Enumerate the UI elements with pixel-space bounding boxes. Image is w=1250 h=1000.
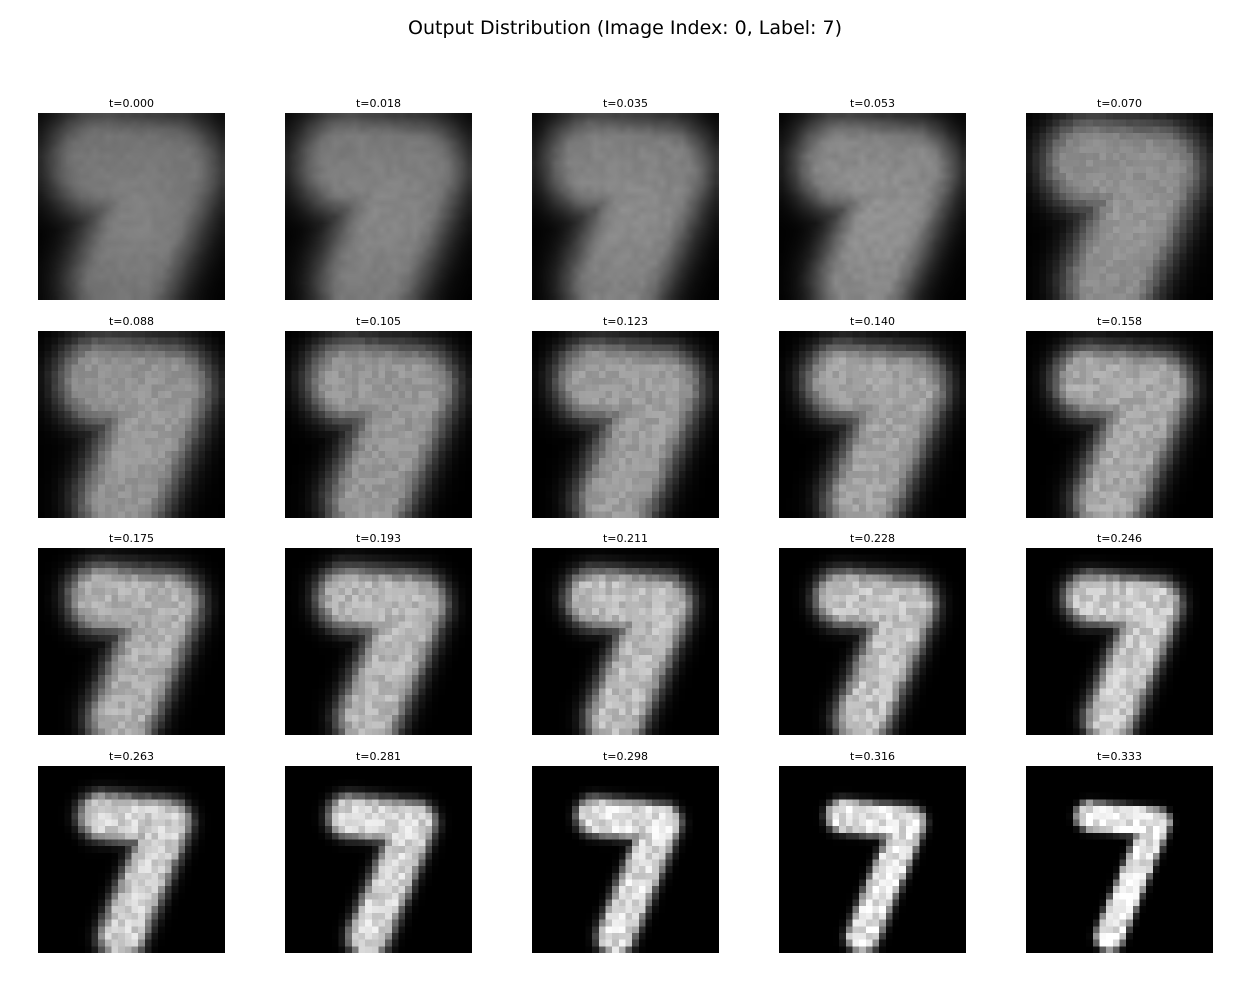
panel-title: t=0.263 <box>108 750 155 763</box>
panel-title: t=0.175 <box>108 532 155 545</box>
digit-image <box>285 766 472 953</box>
panel-title: t=0.070 <box>1096 97 1143 110</box>
panel-title: t=0.158 <box>1096 315 1143 328</box>
digit-image <box>38 766 225 953</box>
digit-image <box>532 548 719 735</box>
panel-title: t=0.228 <box>849 532 896 545</box>
digit-image <box>1026 766 1213 953</box>
panel-title: t=0.316 <box>849 750 896 763</box>
panel-title: t=0.035 <box>602 97 649 110</box>
digit-image <box>285 113 472 300</box>
digit-image <box>532 331 719 518</box>
panel-title: t=0.088 <box>108 315 155 328</box>
panel-title: t=0.018 <box>355 97 402 110</box>
digit-image <box>779 548 966 735</box>
digit-image <box>779 331 966 518</box>
digit-image <box>285 331 472 518</box>
panel-title: t=0.000 <box>108 97 155 110</box>
digit-image <box>1026 113 1213 300</box>
digit-image <box>1026 548 1213 735</box>
digit-image <box>532 113 719 300</box>
panel-title: t=0.140 <box>849 315 896 328</box>
panel-title: t=0.211 <box>602 532 649 545</box>
panel-title: t=0.298 <box>602 750 649 763</box>
digit-image <box>38 331 225 518</box>
figure-title: Output Distribution (Image Index: 0, Lab… <box>408 17 842 39</box>
digit-image <box>38 548 225 735</box>
panel-title: t=0.193 <box>355 532 402 545</box>
digit-image <box>532 766 719 953</box>
digit-image <box>779 766 966 953</box>
digit-image <box>38 113 225 300</box>
digit-image <box>285 548 472 735</box>
panel-title: t=0.123 <box>602 315 649 328</box>
panel-title: t=0.105 <box>355 315 402 328</box>
digit-image <box>1026 331 1213 518</box>
panel-title: t=0.281 <box>355 750 402 763</box>
panel-title: t=0.333 <box>1096 750 1143 763</box>
panel-title: t=0.246 <box>1096 532 1143 545</box>
panel-title: t=0.053 <box>849 97 896 110</box>
digit-image <box>779 113 966 300</box>
